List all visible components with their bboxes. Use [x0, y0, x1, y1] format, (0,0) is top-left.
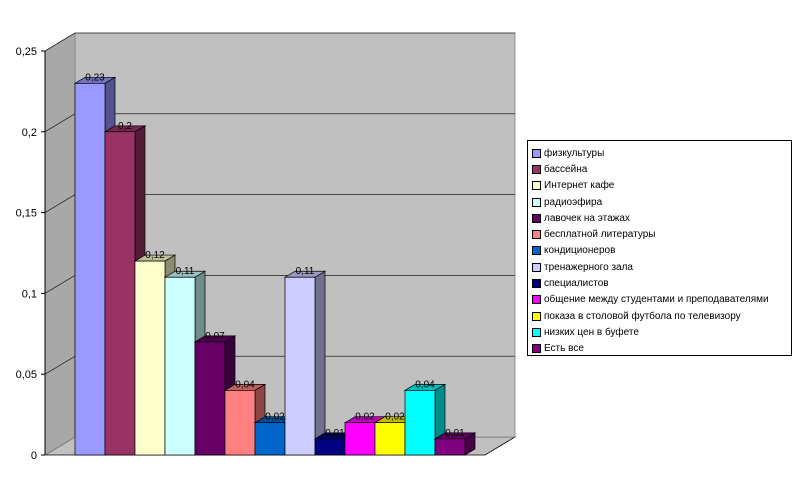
- legend-label: низких цен в буфете: [544, 326, 639, 338]
- y-tick-label: 0,2: [22, 127, 37, 139]
- legend-swatch: [532, 230, 541, 240]
- gridline-side: [44, 194, 76, 213]
- legend-item: тренажерного зала: [532, 259, 791, 275]
- bar-front-face: [164, 276, 196, 456]
- data-label: 0,11: [176, 266, 195, 277]
- bar-front-face: [74, 82, 106, 456]
- data-label: 0,12: [145, 250, 165, 261]
- bar-front-face: [344, 422, 376, 456]
- legend-label: кондиционеров: [544, 245, 616, 257]
- bar-front-face: [314, 438, 346, 456]
- chart-side-wall: [44, 32, 76, 456]
- bar-front-face: [194, 341, 226, 456]
- y-tick-label: 0,05: [16, 369, 37, 381]
- legend-item: Интернет кафе: [532, 178, 791, 194]
- bar-front-face: [404, 390, 436, 456]
- legend-swatch: [532, 311, 541, 321]
- y-tick-label: 0,15: [16, 208, 37, 220]
- legend-item: показа в столовой футбола по телевизору: [532, 308, 791, 324]
- legend-item: лавочек на этажах: [532, 210, 791, 226]
- data-label: 0,07: [205, 331, 225, 342]
- data-label: 0,2: [118, 121, 132, 132]
- legend-swatch: [532, 246, 541, 256]
- bar-side-face: [314, 270, 326, 456]
- y-tick-label: 0,1: [22, 288, 37, 300]
- legend-item: бесплатной литературы: [532, 226, 791, 242]
- legend-item: низких цен в буфете: [532, 324, 791, 340]
- bar-front-face: [434, 438, 466, 456]
- legend-swatch: [532, 181, 541, 191]
- legend-label: радиоэфира: [544, 196, 603, 208]
- gridline-side: [44, 275, 76, 294]
- legend-label: тренажерного зала: [544, 261, 633, 273]
- legend-label: общение между студентами и преподавателя…: [544, 294, 769, 306]
- legend-label: Есть все: [544, 343, 584, 355]
- legend-swatch: [532, 295, 541, 305]
- bar-front-face: [374, 422, 406, 456]
- legend-label: бассейна: [544, 163, 588, 175]
- gridline-side: [44, 355, 76, 375]
- gridline-side: [44, 113, 76, 133]
- data-label: 0,11: [296, 266, 315, 277]
- data-label: 0,23: [85, 72, 105, 83]
- legend-swatch: [532, 279, 541, 289]
- legend-swatch: [532, 148, 541, 158]
- y-tick-label: 0: [31, 450, 37, 462]
- bar-front-face: [284, 276, 316, 456]
- legend-swatch: [532, 262, 541, 272]
- legend-item: Есть все: [532, 341, 791, 357]
- legend-item: бассейна: [532, 161, 791, 177]
- data-label: 0,02: [385, 412, 405, 423]
- y-tick-label: 0,25: [16, 46, 37, 58]
- legend-item: общение между студентами и преподавателя…: [532, 292, 791, 308]
- legend-swatch: [532, 213, 541, 223]
- legend-label: бесплатной литературы: [544, 229, 656, 241]
- data-label: 0,01: [445, 428, 465, 439]
- legend-item: кондиционеров: [532, 243, 791, 259]
- legend-swatch: [532, 197, 541, 207]
- legend-label: физкультуры: [544, 147, 605, 159]
- bar-front-face: [224, 390, 256, 456]
- legend-swatch: [532, 327, 541, 337]
- bar-13: 0,01: [433, 428, 477, 456]
- legend-label: лавочек на этажах: [544, 212, 630, 224]
- data-label: 0,01: [325, 428, 345, 439]
- legend-item: физкультуры: [532, 145, 791, 161]
- bar-front-face: [254, 422, 286, 456]
- legend-item: радиоэфира: [532, 194, 791, 210]
- legend-item: специалистов: [532, 275, 791, 291]
- legend-label: Интернет кафе: [544, 180, 615, 192]
- legend: физкультуры бассейна Интернет кафе радиоэфи…: [527, 140, 792, 356]
- legend-swatch: [532, 164, 541, 174]
- legend-label: специалистов: [544, 278, 609, 290]
- bar-front-face: [104, 131, 136, 456]
- data-label: 0,04: [415, 379, 435, 390]
- gridline-side: [44, 32, 76, 52]
- bar-front-face: [134, 260, 166, 456]
- bar-8: 0,11: [283, 266, 327, 456]
- data-label: 0,02: [265, 412, 285, 423]
- data-label: 0,04: [235, 379, 255, 390]
- legend-swatch: [532, 344, 541, 354]
- legend-label: показа в столовой футбола по телевизору: [544, 310, 741, 322]
- data-label: 0,02: [355, 412, 375, 423]
